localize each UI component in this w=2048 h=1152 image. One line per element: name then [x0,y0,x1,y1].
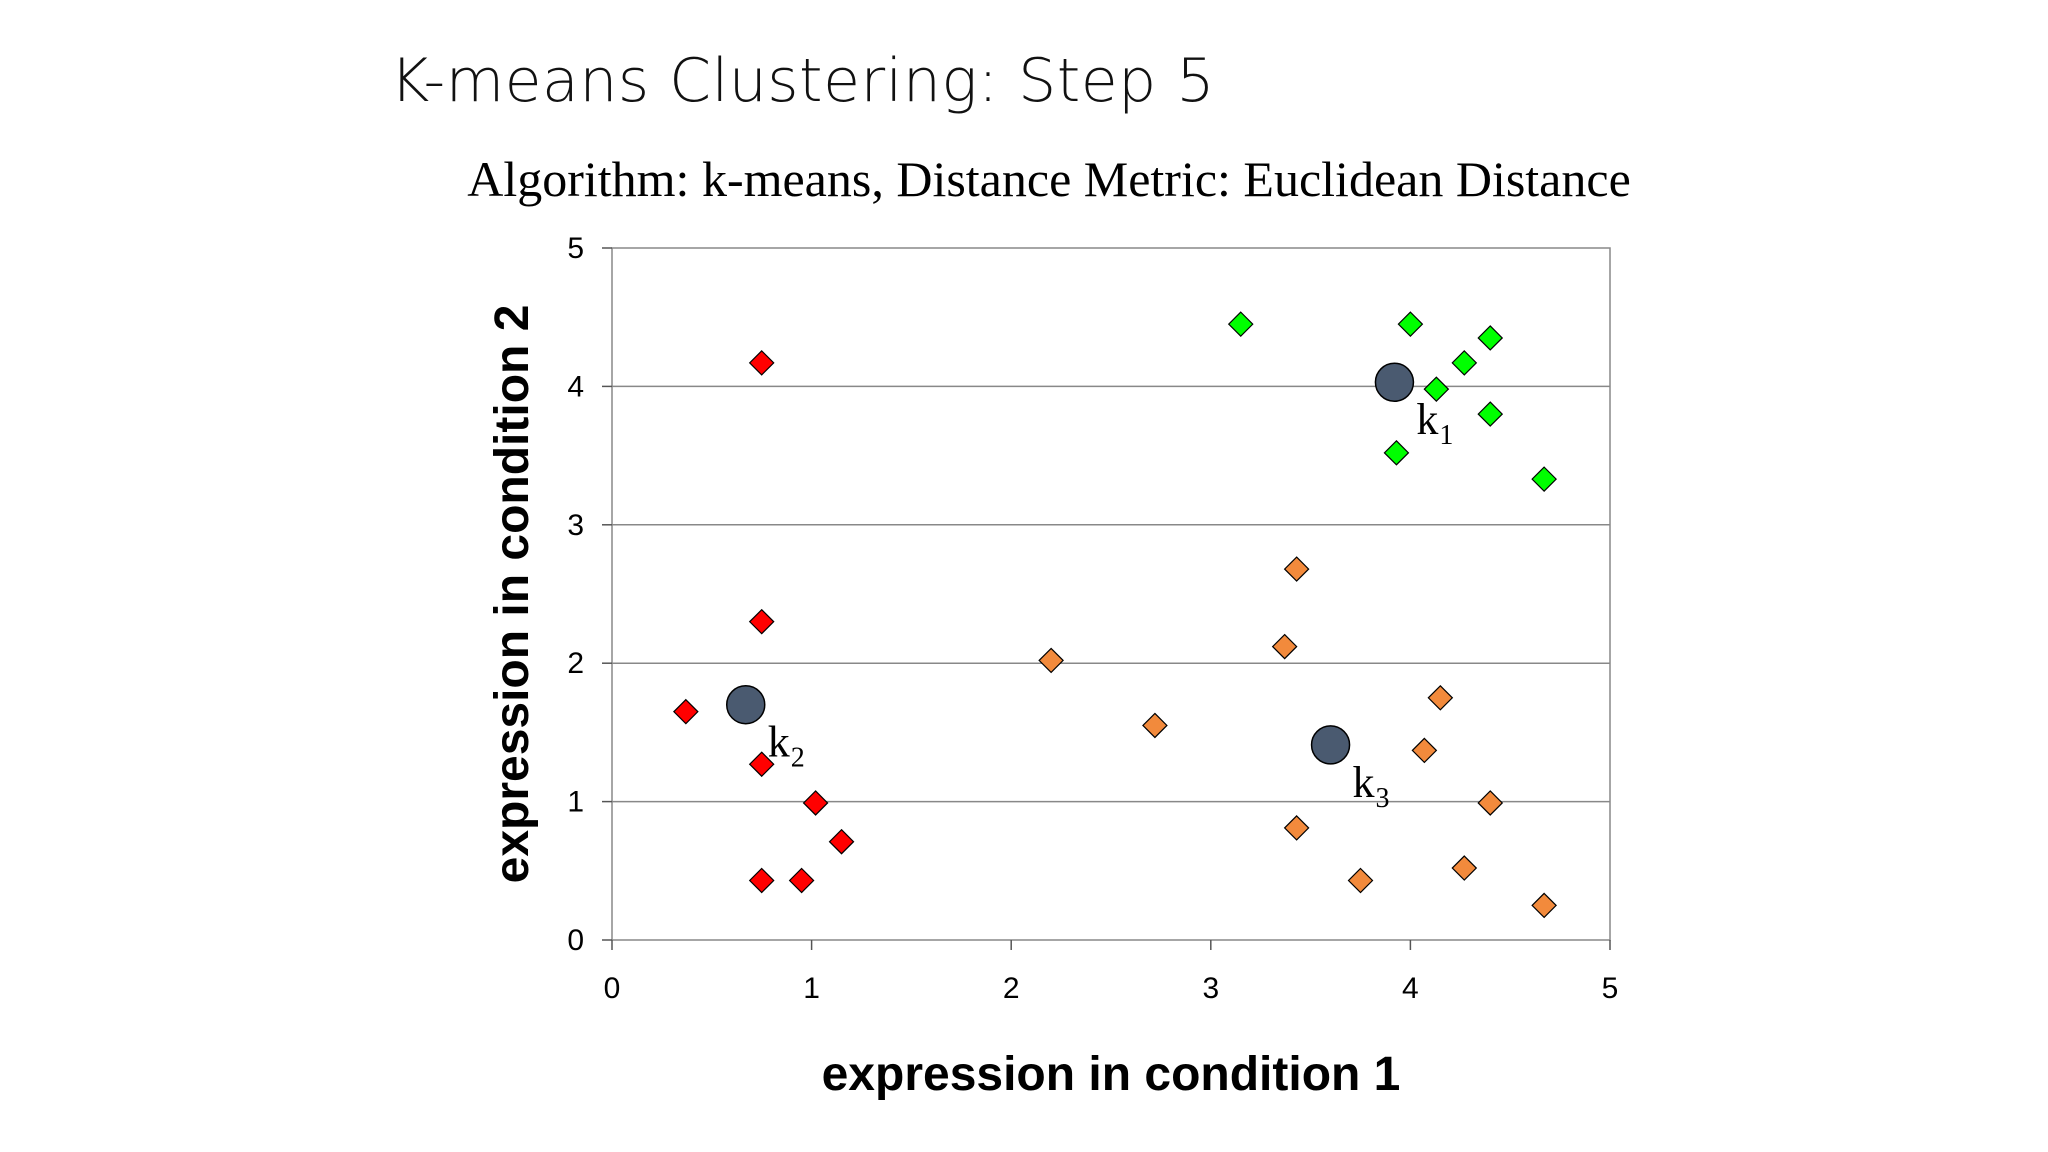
data-point [1427,684,1454,711]
data-point [1423,376,1450,403]
data-point [1531,466,1557,492]
x-tick-label: 1 [803,972,820,1005]
axes: 0 1 2 3 4 5 0 1 2 3 4 5 [567,232,1618,1005]
centroid-label: k [768,718,790,767]
y-tick-label: 5 [567,232,584,265]
x-tick-label: 3 [1202,972,1219,1005]
centroids: k 1k 2 k 3 [725,362,1453,814]
data-point [1477,325,1504,351]
gridlines [612,385,1610,803]
slide-title: K-means Clustering: Step 5 [390,46,1215,116]
y-tick-label: 0 [567,924,584,957]
data-point [1227,311,1254,337]
chart-title: Algorithm: k-means, Distance Metric: Euc… [467,151,1631,207]
centroid-marker [725,684,766,725]
data-point [1283,815,1310,841]
data-point [802,790,829,816]
centroid-label: k [1416,395,1438,444]
data-point [828,828,855,855]
y-tick-label: 4 [567,370,584,403]
data-point [1477,790,1504,816]
data-point [1142,712,1168,739]
data-point [748,867,775,894]
y-tick-label: 2 [567,647,584,680]
data-point [748,350,775,376]
centroid-label-subscript: 2 [791,743,805,774]
x-tick-label: 5 [1602,972,1619,1005]
data-points [673,311,1557,919]
centroid-label-subscript: 3 [1376,783,1390,814]
centroid-label-subscript: 1 [1439,420,1453,451]
data-point [1383,439,1410,466]
data-point [748,751,775,778]
data-point [1451,350,1478,376]
x-tick-label: 4 [1402,972,1419,1005]
data-point [1531,892,1557,919]
y-axis-title: expression in condition 2 [486,305,539,884]
x-tick-label: 0 [604,972,621,1005]
data-point [1477,401,1504,427]
data-point [748,608,775,635]
data-point [1451,855,1478,881]
x-tick-label: 2 [1003,972,1020,1005]
y-tick-label: 1 [567,786,584,819]
data-point [1411,737,1438,764]
centroid-marker [1374,362,1415,402]
data-point [1271,633,1298,660]
y-tick-label: 3 [567,509,584,542]
data-point [673,698,699,725]
plot-area [611,247,1611,941]
centroid-marker [1310,725,1351,765]
data-point [788,867,815,894]
x-axis-title: expression in condition 1 [822,1048,1401,1101]
data-point [1397,311,1424,337]
data-point [1283,556,1310,582]
data-point [1347,867,1374,894]
centroid-label: k [1353,758,1375,807]
data-point [1038,647,1064,674]
